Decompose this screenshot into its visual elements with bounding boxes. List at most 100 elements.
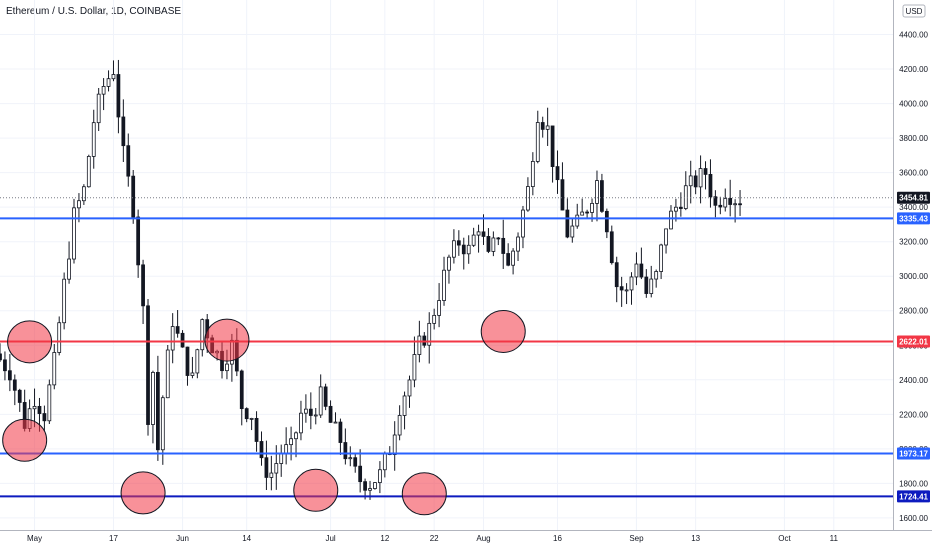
current-price-label: 3454.81 xyxy=(899,194,928,203)
candle-body xyxy=(72,207,76,260)
candle-body xyxy=(3,359,7,372)
candle-body xyxy=(62,278,67,324)
candle-body xyxy=(624,289,629,292)
candle-body xyxy=(649,278,654,294)
candle-body xyxy=(378,469,382,483)
candle-body xyxy=(254,417,259,442)
candle-body xyxy=(619,286,624,291)
x-tick-label: Oct xyxy=(778,534,791,543)
candle-body xyxy=(328,405,333,423)
candle-body xyxy=(461,244,466,255)
candle-body xyxy=(452,240,456,258)
candle-body xyxy=(239,370,244,410)
candle-body xyxy=(67,258,71,280)
candle-body xyxy=(530,161,535,187)
candle-body xyxy=(318,386,323,416)
candle-body xyxy=(595,180,599,204)
x-tick-label: Sep xyxy=(629,534,644,543)
candle-body xyxy=(698,168,703,188)
candle-body xyxy=(738,203,742,206)
x-tick-label: 12 xyxy=(380,534,389,543)
candle-body xyxy=(392,434,397,455)
candle-body xyxy=(476,231,481,236)
candle-body xyxy=(141,264,145,307)
candle-body xyxy=(343,442,348,460)
annotation-ellipse xyxy=(7,320,53,364)
candle-body xyxy=(723,197,728,208)
candle-body xyxy=(733,203,738,206)
candle-body xyxy=(42,413,47,422)
candle-body xyxy=(7,370,12,381)
candle-body xyxy=(639,263,644,278)
candle-body xyxy=(101,86,106,95)
candle-body xyxy=(86,156,91,188)
candle-body xyxy=(501,237,506,254)
candle-body xyxy=(12,379,17,391)
candle-body xyxy=(585,211,589,214)
candle-body xyxy=(121,116,126,147)
candle-body xyxy=(634,263,639,278)
x-tick-label: 13 xyxy=(691,534,700,543)
candle-body xyxy=(713,196,718,206)
candle-body xyxy=(160,397,165,451)
candle-body xyxy=(644,276,649,294)
candle-body xyxy=(175,326,180,334)
candle-body xyxy=(81,186,86,202)
candle-body xyxy=(427,322,432,346)
candle-body xyxy=(37,405,42,414)
candle-body xyxy=(155,371,160,451)
candle-body xyxy=(688,175,693,187)
annotation-ellipse xyxy=(401,472,447,516)
candle-body xyxy=(609,231,614,264)
y-tick-label: 3000.00 xyxy=(899,272,928,281)
level-price-label-background xyxy=(897,335,930,348)
currency-label: USD xyxy=(906,7,923,16)
candle-body xyxy=(659,244,663,272)
x-tick-label: Aug xyxy=(476,534,490,543)
x-tick-label: 16 xyxy=(553,534,562,543)
candle-body xyxy=(718,204,723,208)
candle-body xyxy=(600,180,604,212)
candle-body xyxy=(703,168,708,175)
y-tick-label: 3200.00 xyxy=(899,238,928,247)
candle-body xyxy=(47,384,52,422)
candle-body xyxy=(565,209,570,238)
candle-body xyxy=(358,465,363,483)
candle-body xyxy=(590,203,594,213)
candle-body xyxy=(486,236,491,252)
candle-body xyxy=(17,389,22,403)
candle-body xyxy=(146,305,150,425)
candle-body xyxy=(540,122,545,130)
candle-body xyxy=(165,349,170,399)
candle-body xyxy=(249,417,254,420)
candle-body xyxy=(412,354,417,381)
candle-body xyxy=(338,421,343,443)
x-tick-label: 22 xyxy=(430,534,439,543)
annotation-ellipse xyxy=(2,418,48,462)
candle-body xyxy=(629,276,634,291)
y-tick-label: 4200.00 xyxy=(899,65,928,74)
candle-body xyxy=(368,488,372,491)
candle-body xyxy=(91,122,96,157)
annotation-ellipse xyxy=(204,318,250,362)
candle-body xyxy=(526,186,530,211)
candle-body xyxy=(32,405,37,410)
candle-body xyxy=(353,457,358,467)
candle-body xyxy=(708,174,713,198)
candle-body xyxy=(264,457,269,478)
candle-body xyxy=(521,209,525,238)
candle-body xyxy=(580,211,585,216)
candle-body xyxy=(437,300,441,316)
candle-body xyxy=(496,237,501,240)
candle-body xyxy=(447,256,451,271)
candle-body xyxy=(151,371,155,425)
candle-body xyxy=(728,197,733,205)
candle-body xyxy=(545,125,550,130)
candle-body xyxy=(575,214,580,227)
candle-body xyxy=(604,210,609,233)
candle-body xyxy=(481,231,486,237)
candle-body xyxy=(259,441,264,459)
candle-body xyxy=(313,414,318,417)
candle-body xyxy=(77,200,81,209)
